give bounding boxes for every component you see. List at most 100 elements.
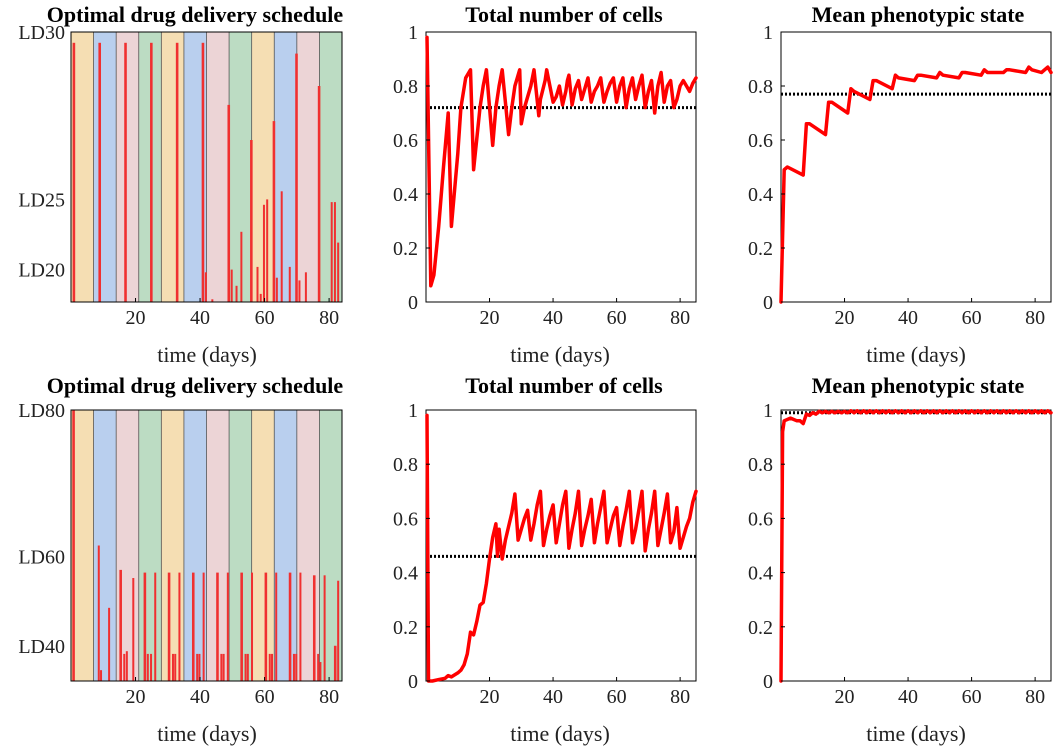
dose-bar bbox=[150, 653, 153, 681]
schedule-band bbox=[251, 410, 275, 681]
dose-bar bbox=[201, 42, 205, 303]
dose-bar bbox=[202, 572, 205, 681]
dose-bar bbox=[333, 202, 336, 302]
schedule-band bbox=[71, 410, 94, 681]
dose-bar bbox=[244, 653, 247, 681]
dose-bar bbox=[171, 653, 174, 681]
schedule-band bbox=[206, 410, 230, 681]
dose-bar bbox=[119, 569, 122, 681]
schedule-band bbox=[161, 410, 184, 681]
y-tick-label: 0.8 bbox=[393, 454, 418, 476]
x-tick-label: 40 bbox=[898, 686, 918, 708]
dose-bar bbox=[146, 653, 149, 681]
x-tick-label: 60 bbox=[962, 307, 982, 329]
series-line bbox=[425, 413, 698, 683]
panel-title: Total number of cells bbox=[465, 2, 663, 27]
y-tick-label: 0.4 bbox=[748, 184, 773, 206]
plot-frame bbox=[780, 31, 1052, 303]
x-tick-label: 20 bbox=[480, 307, 500, 329]
y-tick-label: 0 bbox=[763, 292, 773, 314]
x-tick-label: 40 bbox=[543, 686, 563, 708]
panel-phenotypic-bottom: Mean phenotypic state 0 0.2 0.4 0.6 0.8 1 20 40… bbox=[748, 373, 1053, 746]
dose-bar bbox=[204, 272, 207, 302]
x-tick-label: 20 bbox=[835, 307, 855, 329]
dose-bar bbox=[196, 653, 199, 681]
x-tick-label: 20 bbox=[126, 307, 146, 329]
y-tick-label: 0.2 bbox=[393, 238, 418, 260]
panel-title: Total number of cells bbox=[465, 373, 663, 398]
y-tick-label: 0.6 bbox=[748, 508, 773, 530]
dose-bar bbox=[256, 266, 259, 302]
x-tick-label: 40 bbox=[898, 307, 918, 329]
dose-bar bbox=[72, 410, 75, 681]
dose-bar bbox=[216, 572, 219, 681]
dose-bar bbox=[250, 140, 253, 302]
schedule-band bbox=[296, 32, 320, 302]
dose-bar bbox=[150, 42, 153, 303]
x-tick-label: 80 bbox=[1025, 307, 1045, 329]
schedule-band bbox=[93, 32, 117, 302]
dose-bar bbox=[132, 578, 135, 681]
y-tick-label: 0.2 bbox=[393, 617, 418, 639]
dose-bar bbox=[295, 53, 298, 302]
dose-bar bbox=[240, 572, 243, 681]
y-tick-label: LD20 bbox=[18, 260, 65, 282]
x-tick-label: 80 bbox=[1025, 686, 1045, 708]
dose-bar bbox=[330, 202, 333, 302]
x-tick-label: 60 bbox=[607, 307, 627, 329]
y-tick-label: 0 bbox=[763, 671, 773, 693]
dose-bar bbox=[266, 199, 269, 302]
dose-bar bbox=[167, 572, 171, 681]
dose-bar bbox=[251, 572, 254, 681]
y-tick-label: 0.8 bbox=[748, 454, 773, 476]
x-tick-label: 20 bbox=[480, 686, 500, 708]
dose-bar bbox=[226, 572, 229, 681]
panel-title: Mean phenotypic state bbox=[812, 373, 1025, 398]
dose-bar bbox=[143, 572, 147, 681]
dose-bar bbox=[337, 242, 340, 302]
x-axis-label: time (days) bbox=[510, 342, 610, 367]
dose-bar bbox=[319, 662, 322, 681]
panel-title: Optimal drug delivery schedule bbox=[47, 2, 344, 27]
plot-frame bbox=[425, 409, 697, 682]
panel-phenotypic-top: Mean phenotypic state 0 0.2 0.4 0.6 0.8 1 20 40… bbox=[748, 2, 1053, 367]
dose-bar bbox=[304, 272, 307, 302]
dose-bar bbox=[337, 580, 340, 681]
dose-bar bbox=[230, 269, 233, 302]
x-tick-label: 60 bbox=[607, 686, 627, 708]
x-tick-label: 40 bbox=[190, 307, 210, 329]
schedule-band bbox=[116, 32, 139, 302]
series-line bbox=[779, 409, 1053, 683]
dose-bar bbox=[275, 277, 278, 302]
dose-bar bbox=[268, 653, 271, 681]
dose-bar bbox=[174, 653, 177, 681]
dose-bar bbox=[280, 191, 283, 302]
y-tick-label: LD30 bbox=[18, 22, 65, 44]
x-axis-label: time (days) bbox=[157, 342, 257, 367]
y-tick-label: 1 bbox=[408, 22, 418, 44]
x-axis-label: time (days) bbox=[866, 342, 966, 367]
x-tick-label: 80 bbox=[319, 686, 339, 708]
dose-bar bbox=[100, 670, 103, 681]
dose-bar bbox=[240, 231, 243, 302]
y-tick-label: 0 bbox=[408, 292, 418, 314]
dose-bar bbox=[264, 572, 268, 681]
dose-bar bbox=[97, 545, 100, 681]
panel-schedule-bottom: Optimal drug delivery schedule LD80 LD60 L… bbox=[18, 373, 343, 746]
schedule-band bbox=[138, 410, 162, 681]
dose-bar bbox=[98, 42, 102, 303]
panel-total-cells-bottom: Total number of cells 0 0.2 0.4 0.6 0.8 1 20 40… bbox=[393, 373, 698, 746]
schedule-band bbox=[183, 410, 207, 681]
x-axis-label: time (days) bbox=[157, 721, 257, 746]
y-tick-label: 0.4 bbox=[748, 563, 773, 585]
dose-bar bbox=[323, 575, 326, 681]
dose-bar bbox=[317, 653, 320, 681]
dose-bar bbox=[123, 653, 126, 681]
y-tick-label: 0.4 bbox=[393, 184, 418, 206]
dose-bar bbox=[246, 653, 249, 681]
dose-bar bbox=[272, 121, 276, 302]
dose-bar bbox=[191, 572, 195, 681]
dose-bar bbox=[178, 572, 181, 681]
dose-bar bbox=[108, 607, 111, 681]
schedule-band bbox=[161, 32, 184, 302]
